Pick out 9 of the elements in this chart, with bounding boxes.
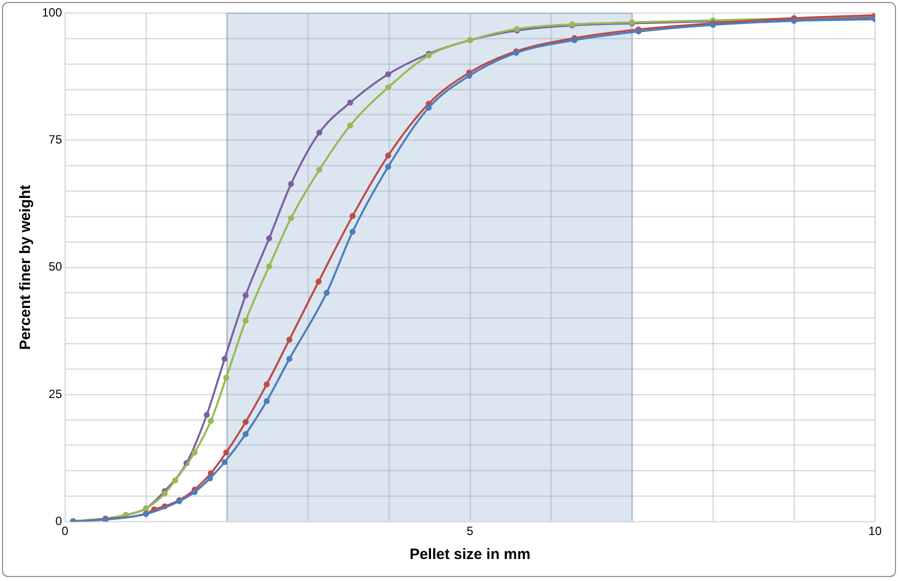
y-tick-label: 75 <box>48 132 62 147</box>
y-tick-label: 100 <box>42 6 62 20</box>
y-axis-title: Percent finer by weight <box>17 184 34 350</box>
x-tick-label: 5 <box>466 524 474 538</box>
y-tick-label: 25 <box>48 386 62 401</box>
x-axis-title: Pellet size in mm <box>410 546 530 564</box>
y-tick-label: 50 <box>48 260 62 274</box>
x-tick-label: 10 <box>868 524 882 538</box>
y-tick-label: 0 <box>55 514 62 528</box>
